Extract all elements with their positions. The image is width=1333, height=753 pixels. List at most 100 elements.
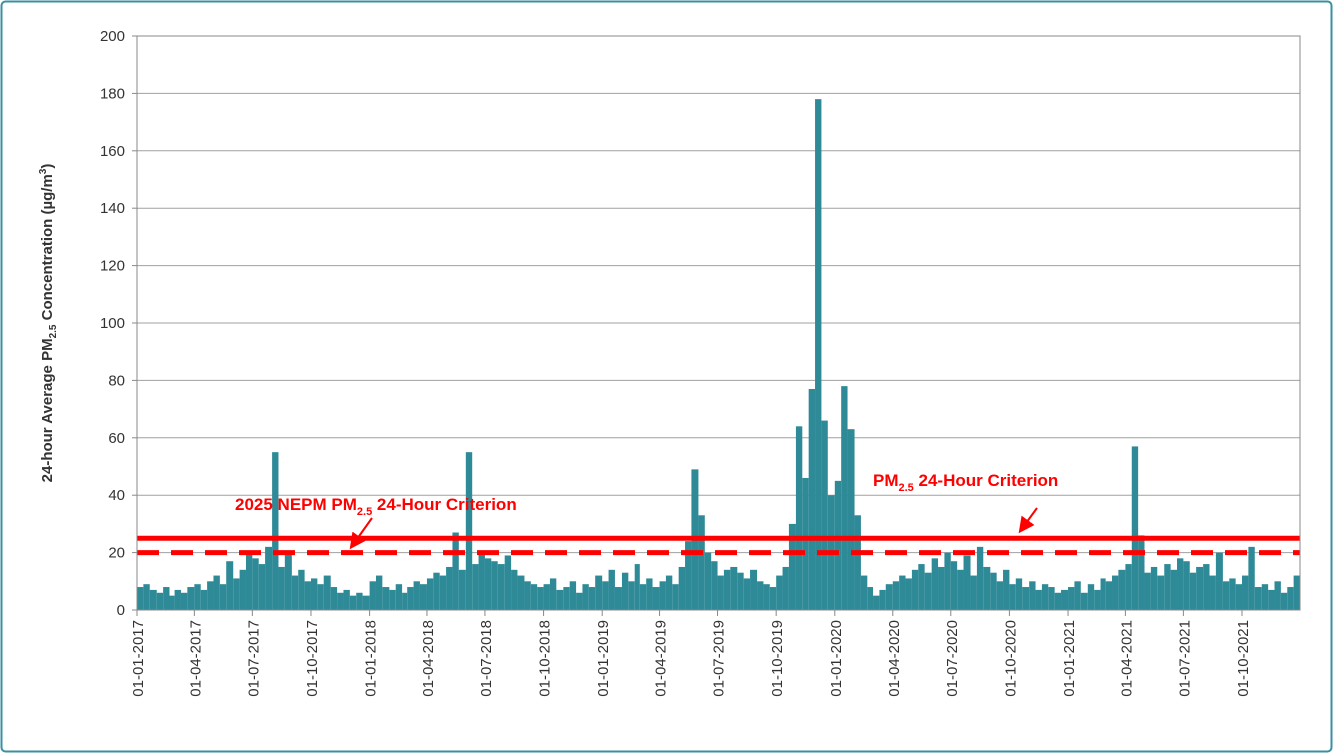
bar	[504, 555, 512, 610]
x-tick-label: 01-10-2021	[1235, 620, 1252, 697]
bar	[239, 569, 246, 610]
bar	[163, 587, 170, 610]
x-tick-label: 01-07-2020	[944, 620, 961, 697]
bar	[911, 569, 919, 610]
bar	[750, 569, 758, 610]
bar	[602, 581, 609, 610]
bar	[524, 581, 531, 610]
bar	[174, 589, 181, 610]
bar	[446, 566, 453, 610]
bar	[1068, 587, 1075, 610]
bar	[419, 584, 427, 610]
bar	[1274, 581, 1281, 610]
bar	[659, 581, 666, 610]
bar	[588, 587, 596, 610]
annotation-sub: 2.5	[357, 506, 372, 518]
bar	[1144, 572, 1151, 610]
bar	[1112, 575, 1119, 610]
bar	[924, 572, 932, 610]
bar	[245, 552, 253, 610]
bar	[563, 587, 570, 610]
y-axis-label: 24-hour Average PM2.5 Concentration (µg/…	[38, 164, 59, 483]
bar	[595, 575, 603, 610]
bar	[867, 587, 874, 610]
bar	[1189, 572, 1197, 610]
x-tick-label: 01-04-2019	[653, 620, 670, 697]
bar	[821, 420, 828, 610]
y-tick-label: 20	[108, 545, 125, 562]
bar	[330, 587, 338, 610]
bar	[905, 578, 912, 610]
bar	[407, 587, 414, 610]
bar	[156, 592, 164, 610]
bar	[646, 578, 653, 610]
bar	[963, 555, 971, 610]
bar	[1254, 587, 1262, 610]
bar	[1131, 446, 1139, 610]
bars	[137, 99, 1300, 610]
y-label-part: )	[39, 164, 56, 169]
bar	[970, 575, 977, 610]
x-tick-label: 01-07-2018	[478, 620, 495, 697]
y-tick-label: 120	[100, 258, 125, 275]
bar	[143, 584, 150, 610]
bar	[1222, 581, 1230, 610]
bar	[938, 566, 945, 610]
bar	[1280, 592, 1288, 610]
x-tick-label: 01-10-2018	[537, 620, 554, 697]
bar	[1215, 552, 1223, 610]
bar	[1203, 564, 1210, 610]
bar	[1118, 569, 1126, 610]
bar	[349, 595, 357, 610]
bar	[1087, 584, 1095, 610]
bar	[1041, 584, 1049, 610]
annotation-part: 2025 NEPM PM	[235, 495, 357, 514]
bar	[258, 564, 266, 610]
bar	[990, 572, 997, 610]
bar	[815, 99, 822, 610]
bar	[1242, 575, 1249, 610]
bar	[1125, 564, 1132, 610]
bar	[1029, 581, 1036, 610]
bar	[698, 515, 705, 610]
bar	[841, 386, 848, 610]
annotation-part: 24-Hour Criterion	[914, 471, 1059, 490]
bar	[278, 566, 285, 610]
bar	[976, 546, 984, 610]
bar	[685, 541, 692, 610]
bar	[1183, 561, 1190, 610]
bar	[395, 584, 403, 610]
bar	[1094, 589, 1101, 610]
x-tick-label: 01-01-2021	[1061, 620, 1078, 697]
x-tick-label: 01-01-2020	[828, 620, 845, 697]
bar	[614, 587, 622, 610]
bar	[782, 566, 789, 610]
bar	[763, 584, 770, 610]
bar	[873, 595, 880, 610]
bar	[284, 552, 292, 610]
bar	[569, 581, 577, 610]
bar	[621, 572, 629, 610]
bar	[1229, 578, 1236, 610]
x-tick-label: 01-07-2017	[245, 620, 262, 697]
bar	[478, 552, 485, 610]
bar	[983, 566, 991, 610]
bar	[608, 569, 615, 610]
x-tick-label: 01-01-2018	[363, 620, 380, 697]
annotation: 2025 NEPM PM2.5 24-Hour Criterion	[235, 495, 517, 518]
bar	[530, 584, 538, 610]
bar	[426, 578, 434, 610]
y-tick-label: 0	[117, 602, 125, 619]
bar	[723, 569, 731, 610]
bar	[802, 477, 809, 610]
y-tick-label: 140	[100, 200, 125, 217]
bar	[854, 515, 861, 610]
x-tick-label: 01-07-2021	[1176, 620, 1193, 697]
bar	[665, 575, 673, 610]
bar	[180, 592, 188, 610]
bar	[543, 584, 550, 610]
bar	[717, 575, 724, 610]
bar	[996, 581, 1004, 610]
bar	[556, 589, 564, 610]
